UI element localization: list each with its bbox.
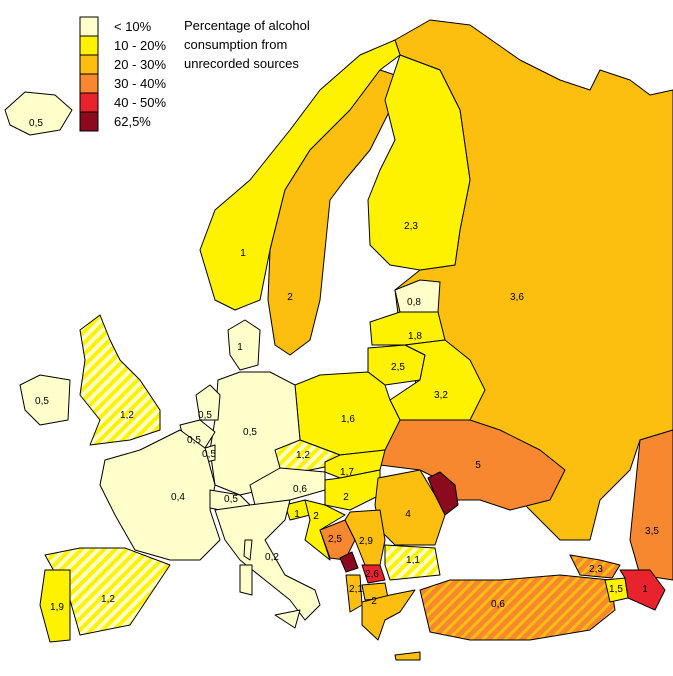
label-greece: 2 — [371, 596, 377, 607]
region-netherlands — [195, 384, 221, 421]
legend-swatch-0 — [79, 16, 99, 37]
label-russia: 3,6 — [510, 292, 524, 303]
legend: < 10% 10 - 20% 20 - 30% 30 - 40% 40 - 50% 62,… — [79, 16, 310, 132]
region-denmark — [227, 319, 261, 371]
label-croatia: 2 — [313, 511, 319, 522]
region-bulgaria — [384, 544, 441, 581]
region-spain — [44, 547, 171, 636]
label-united-kingdom: 1,2 — [120, 410, 134, 421]
legend-label-1: 10 - 20% — [114, 38, 166, 53]
region-italy — [214, 499, 321, 621]
legend-title-line-3: unrecorded sources — [184, 56, 299, 71]
legend-swatch-3 — [79, 73, 99, 94]
legend-label-0: < 10% — [114, 19, 152, 34]
legend-swatch-5 — [79, 111, 99, 132]
legend-label-4: 40 - 50% — [114, 95, 166, 110]
label-italy: 0,2 — [265, 552, 279, 563]
legend-label-5: 62,5% — [114, 114, 151, 129]
label-finland: 2,3 — [404, 221, 418, 232]
label-netherlands: 0,5 — [198, 410, 212, 421]
label-slovakia: 1,7 — [340, 467, 354, 478]
label-denmark: 1 — [237, 342, 243, 353]
label-hungary: 2 — [343, 492, 349, 503]
region-greece — [361, 589, 416, 641]
label-norway: 1 — [240, 248, 246, 259]
label-spain: 1,2 — [101, 594, 115, 605]
region-georgia — [569, 554, 621, 579]
label-turkey: 0,6 — [491, 599, 505, 610]
legend-swatch-2 — [79, 54, 99, 75]
label-ukraine: 5 — [475, 460, 481, 471]
label-ireland: 0,5 — [35, 396, 49, 407]
region-iceland — [4, 91, 73, 136]
label-estonia: 0,8 — [407, 297, 421, 308]
region-united-kingdom — [79, 314, 161, 446]
region-sardinia — [239, 564, 253, 596]
label-slovenia: 1 — [294, 509, 300, 520]
label-belgium: 0,5 — [187, 435, 201, 446]
label-azerbaijan: 1 — [642, 584, 648, 595]
region-kosovo — [361, 564, 386, 584]
region-bosnia — [319, 519, 356, 561]
label-macedonia: 2,1 — [349, 584, 363, 595]
label-georgia: 2,3 — [589, 564, 603, 575]
label-latvia: 1,8 — [408, 331, 422, 342]
legend-title-line-2: consumption from — [184, 37, 287, 52]
legend-swatch-1 — [79, 35, 99, 56]
label-serbia: 2,9 — [359, 536, 373, 547]
label-portugal: 1,9 — [50, 602, 64, 613]
legend-label-2: 20 - 30% — [114, 57, 166, 72]
region-france — [99, 429, 221, 561]
label-czech-republic: 1,2 — [296, 450, 310, 461]
region-portugal — [39, 569, 71, 643]
region-corsica — [243, 539, 253, 561]
region-sicily — [274, 609, 301, 629]
region-kazakhstan — [629, 429, 673, 581]
label-sweden: 2 — [287, 292, 293, 303]
label-kosovo: 2,6 — [365, 569, 379, 580]
label-romania: 4 — [405, 509, 411, 520]
label-bulgaria: 1,1 — [406, 555, 420, 566]
label-lithuania: 2,5 — [391, 362, 405, 373]
region-azerbaijan — [619, 569, 666, 611]
region-sweden — [267, 69, 396, 356]
label-iceland: 0,5 — [29, 118, 43, 129]
region-finland — [367, 54, 471, 271]
region-crete — [394, 651, 421, 661]
label-switzerland: 0,5 — [224, 494, 238, 505]
label-belarus: 3,2 — [434, 390, 448, 401]
region-estonia — [394, 279, 441, 313]
label-bosnia: 2,5 — [328, 534, 342, 545]
region-ukraine — [379, 419, 566, 511]
label-armenia: 1,5 — [609, 584, 623, 595]
region-turkey — [419, 574, 616, 641]
label-kazakhstan: 3,5 — [645, 526, 659, 537]
label-austria: 0,6 — [293, 484, 307, 495]
label-france: 0,4 — [171, 492, 185, 503]
legend-swatch-4 — [79, 92, 99, 113]
region-ireland — [19, 374, 71, 426]
label-poland: 1,6 — [341, 414, 355, 425]
legend-title-line-1: Percentage of alcohol — [184, 18, 310, 33]
label-luxembourg: 0,5 — [202, 449, 216, 460]
region-montenegro — [339, 551, 359, 573]
legend-label-3: 30 - 40% — [114, 76, 166, 91]
label-germany: 0,5 — [243, 427, 257, 438]
region-labels: 0,50,51,2122,33,60,81,82,53,210,50,50,50… — [29, 118, 659, 613]
